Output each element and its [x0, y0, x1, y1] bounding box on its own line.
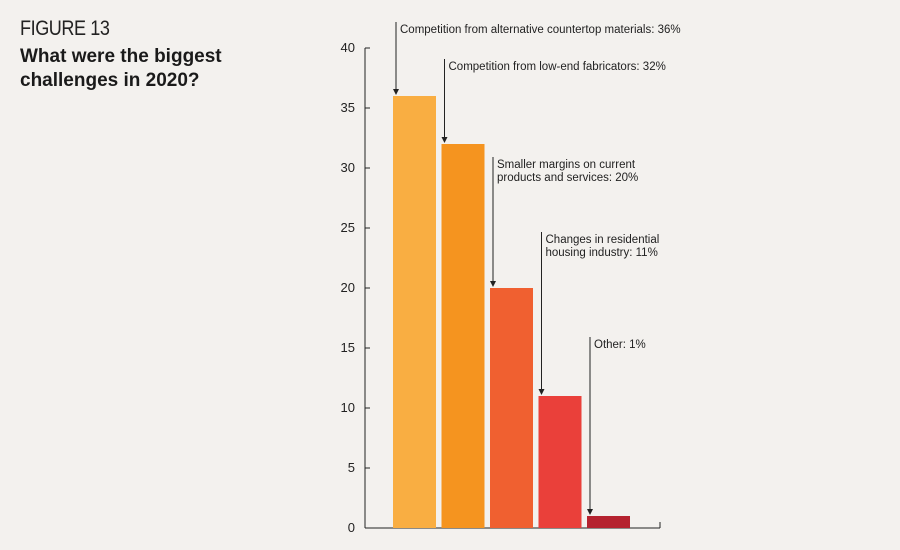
y-tick-label: 30	[341, 160, 355, 175]
y-tick-label: 15	[341, 340, 355, 355]
figure-label: FIGURE 13	[20, 17, 110, 40]
bar-2	[441, 144, 485, 528]
annotation-label: Competition from low-end fabricators: 32…	[449, 61, 666, 73]
bar-1	[393, 96, 436, 528]
chart-bars	[393, 96, 630, 528]
y-tick-label: 20	[341, 280, 355, 295]
annotation-label: products and services: 20%	[497, 172, 638, 184]
annotation-arrowhead	[538, 389, 545, 395]
y-tick-label: 0	[348, 520, 355, 535]
bar-5	[587, 516, 630, 528]
bar-3	[490, 288, 533, 528]
annotation-label: Smaller margins on current	[497, 159, 636, 171]
y-tick-label: 5	[348, 460, 355, 475]
annotation-label: Changes in residential	[546, 234, 660, 246]
annotation-label: Competition from alternative countertop …	[400, 24, 681, 36]
annotation-arrowhead	[587, 509, 593, 515]
y-tick-label: 10	[341, 400, 355, 415]
chart-annotations: Competition from alternative countertop …	[393, 22, 681, 515]
y-tick-label: 25	[341, 220, 355, 235]
annotation-arrowhead	[441, 137, 448, 143]
annotation-arrowhead	[393, 89, 399, 95]
bar-4	[538, 396, 582, 528]
chart-title: What were the biggest challenges in 2020…	[20, 46, 222, 91]
annotation-label: Other: 1%	[594, 339, 646, 351]
annotation-label: housing industry: 11%	[546, 247, 658, 259]
y-tick-label: 35	[341, 100, 355, 115]
y-tick-label: 40	[341, 40, 355, 55]
annotation-arrowhead	[490, 281, 496, 287]
